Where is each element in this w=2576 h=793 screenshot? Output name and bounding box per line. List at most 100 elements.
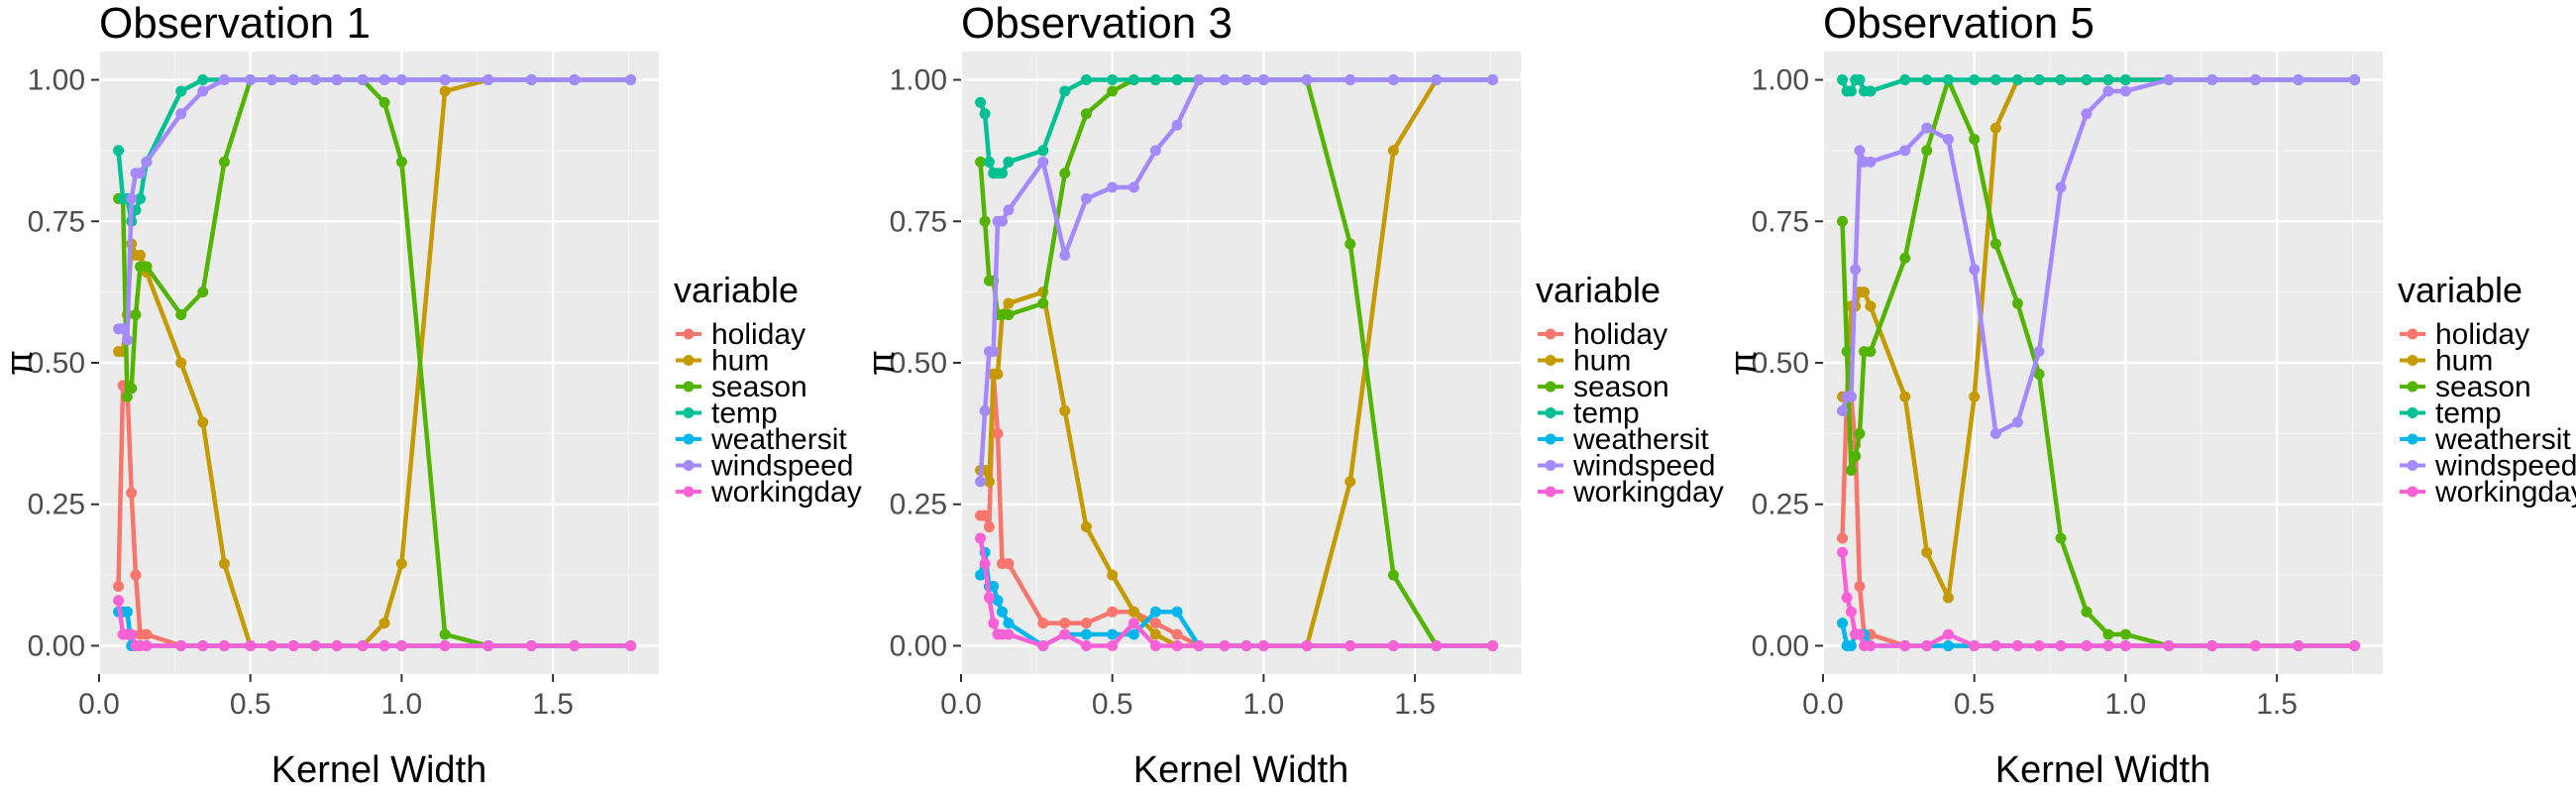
data-point-temp bbox=[979, 108, 991, 120]
data-point-hum bbox=[175, 357, 187, 369]
data-point-windspeed bbox=[1171, 119, 1183, 131]
data-point-holiday bbox=[1149, 618, 1161, 629]
data-point-hum bbox=[378, 618, 390, 629]
data-point-windspeed bbox=[331, 74, 343, 86]
legend-key-point bbox=[683, 407, 695, 418]
legend-key-point bbox=[2407, 433, 2418, 445]
data-point-weathersit bbox=[1127, 628, 1139, 640]
data-point-workingday bbox=[1240, 639, 1252, 651]
data-point-temp bbox=[2119, 74, 2131, 86]
x-tick-label: 0.0 bbox=[1802, 688, 1844, 721]
data-point-workingday bbox=[2349, 639, 2361, 651]
data-point-windspeed bbox=[1107, 181, 1119, 193]
data-point-hum bbox=[1107, 569, 1119, 581]
data-point-windspeed bbox=[266, 74, 277, 86]
data-point-temp bbox=[1171, 74, 1183, 86]
data-point-season bbox=[2081, 606, 2093, 618]
legend-key-point bbox=[2407, 486, 2418, 498]
data-point-season bbox=[1003, 308, 1015, 320]
legend-key-point bbox=[1545, 355, 1556, 366]
data-point-hum bbox=[1387, 145, 1399, 157]
legend-key-point bbox=[2407, 460, 2418, 471]
data-point-windspeed bbox=[2119, 85, 2131, 97]
data-point-windspeed bbox=[1854, 145, 1866, 157]
data-point-season bbox=[1969, 133, 1981, 145]
data-point-workingday bbox=[2081, 639, 2093, 651]
data-point-workingday bbox=[1837, 546, 1849, 558]
legend-label-holiday: holiday bbox=[1573, 318, 1667, 351]
legend-key-point bbox=[683, 328, 695, 340]
data-point-season bbox=[175, 308, 187, 320]
data-point-season bbox=[1841, 346, 1853, 358]
data-point-temp bbox=[1003, 156, 1015, 168]
legend-key-point bbox=[683, 355, 695, 366]
data-point-windspeed bbox=[1850, 264, 1862, 276]
data-point-season bbox=[2011, 297, 2023, 309]
data-point-workingday bbox=[975, 532, 987, 544]
data-point-workingday bbox=[1942, 628, 1954, 640]
data-point-holiday bbox=[1854, 581, 1866, 593]
data-point-workingday bbox=[1127, 618, 1139, 629]
y-axis-title: π bbox=[1723, 350, 1765, 376]
data-point-workingday bbox=[287, 639, 299, 651]
data-point-windspeed bbox=[625, 74, 637, 86]
data-point-hum bbox=[1344, 476, 1356, 488]
data-point-weathersit bbox=[1149, 606, 1161, 618]
data-point-hum bbox=[218, 558, 230, 570]
data-point-temp bbox=[2033, 74, 2045, 86]
data-point-windspeed bbox=[2055, 181, 2067, 193]
data-point-windspeed bbox=[287, 74, 299, 86]
data-point-temp bbox=[975, 96, 987, 108]
y-axis-title: π bbox=[861, 350, 903, 376]
data-point-workingday bbox=[175, 639, 187, 651]
data-point-workingday bbox=[988, 618, 1000, 629]
data-point-windspeed bbox=[2293, 74, 2305, 86]
panel-3: 0.0 0.5 1.0 1.5 0.00 0.25 0.50 0.75 1.00 Observat… bbox=[1723, 0, 2576, 791]
data-point-windspeed bbox=[1431, 74, 1443, 86]
data-point-workingday bbox=[245, 639, 257, 651]
data-point-season bbox=[1837, 215, 1849, 227]
data-point-workingday bbox=[197, 639, 209, 651]
data-point-hum bbox=[1969, 391, 1981, 402]
data-point-windspeed bbox=[245, 74, 257, 86]
data-point-windspeed bbox=[117, 323, 129, 335]
legend-label-season: season bbox=[1573, 371, 1669, 403]
data-point-workingday bbox=[1107, 639, 1119, 651]
data-point-holiday bbox=[1107, 606, 1119, 618]
data-point-workingday bbox=[309, 639, 321, 651]
legend-key-point bbox=[683, 433, 695, 445]
data-point-weathersit bbox=[121, 606, 133, 618]
data-point-workingday bbox=[141, 639, 153, 651]
data-point-windspeed bbox=[1127, 181, 1139, 193]
data-point-hum bbox=[983, 476, 995, 488]
legend-label-weathersit: weathersit bbox=[710, 423, 847, 456]
data-point-holiday bbox=[979, 510, 991, 521]
legend-key-point bbox=[1545, 381, 1556, 393]
data-point-windspeed bbox=[395, 74, 407, 86]
data-point-temp bbox=[1837, 74, 1849, 86]
legend-label-holiday: holiday bbox=[711, 318, 805, 351]
data-point-windspeed bbox=[1899, 145, 1911, 157]
x-tick-label: 1.5 bbox=[2256, 688, 2298, 721]
data-point-season bbox=[1899, 252, 1911, 264]
data-point-season bbox=[1344, 238, 1356, 250]
data-point-season bbox=[218, 156, 230, 168]
data-point-weathersit bbox=[1107, 628, 1119, 640]
data-point-windspeed bbox=[2349, 74, 2361, 86]
data-point-windspeed bbox=[483, 74, 494, 86]
data-point-windspeed bbox=[1344, 74, 1356, 86]
legend-key-point bbox=[2407, 407, 2418, 418]
data-point-hum bbox=[1989, 122, 2001, 134]
data-point-temp bbox=[983, 156, 995, 168]
data-point-season bbox=[975, 156, 987, 168]
legend-label-temp: temp bbox=[2435, 397, 2502, 430]
data-point-temp bbox=[1127, 74, 1139, 86]
data-point-windspeed bbox=[1240, 74, 1252, 86]
data-point-holiday bbox=[113, 581, 125, 593]
y-tick-label: 0.00 bbox=[28, 629, 85, 662]
data-point-temp bbox=[1149, 74, 1161, 86]
legend-label-temp: temp bbox=[711, 397, 778, 430]
data-point-temp bbox=[1845, 85, 1857, 97]
data-point-workingday bbox=[1149, 639, 1161, 651]
data-point-temp bbox=[1037, 145, 1049, 157]
